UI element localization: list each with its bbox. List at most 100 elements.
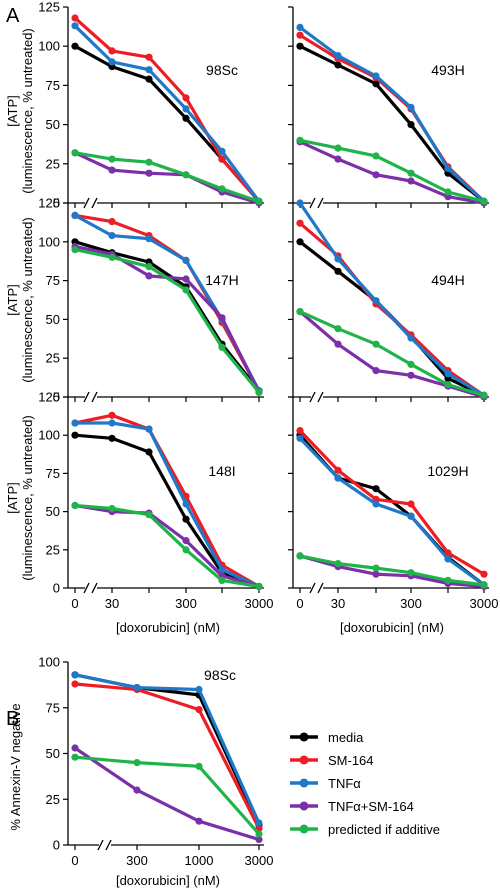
y-tick-label: 75 (46, 78, 60, 93)
data-point-media (145, 75, 153, 83)
x-tick-label: 30 (331, 596, 345, 611)
panel-1029h-a-5: 0 30 300 3000 1029H (288, 396, 498, 611)
data-point-predicted-if-additive (255, 830, 263, 838)
data-point-tnfa-sm-164 (145, 169, 153, 177)
series-line-predicted-if-additive (74, 248, 261, 394)
data-point-sm-164 (71, 680, 79, 688)
axis-break-mark (309, 197, 316, 209)
y-tick-label: 0 (53, 838, 60, 853)
series-tnfa (71, 211, 263, 395)
data-point-tnfa (372, 297, 380, 305)
data-point-predicted-if-additive (296, 552, 304, 560)
series-line-tnfa-sm-164 (74, 244, 261, 394)
data-point-predicted-if-additive (334, 560, 342, 568)
series-line-tnfa (74, 673, 261, 824)
y-tick-label: 25 (46, 351, 60, 366)
data-point-tnfa-sm-164 (145, 272, 153, 280)
legend-entry-sm164: SM-164 (290, 753, 374, 768)
data-point-predicted-if-additive (108, 504, 116, 513)
data-point-sm-164 (145, 53, 153, 61)
data-point-tnfa (145, 66, 153, 74)
x-tick-label: 300 (175, 596, 197, 611)
data-point-tnfa (108, 419, 116, 427)
data-point-tnfa (372, 500, 380, 508)
axis-break-mark (309, 582, 316, 594)
data-point-media (71, 42, 79, 50)
data-point-media (372, 80, 380, 88)
series-sm-164 (71, 14, 263, 205)
series-predicted-if-additive (71, 149, 263, 205)
axis-break-mark (83, 391, 90, 403)
series-line-sm-164 (298, 221, 485, 397)
data-point-sm-164 (108, 218, 116, 226)
data-point-media (108, 434, 116, 442)
data-point-predicted-if-additive (255, 582, 263, 591)
data-point-tnfa (334, 255, 342, 263)
axis-break-mark (317, 582, 324, 594)
data-point-media (296, 238, 304, 246)
data-point-predicted-if-additive (71, 501, 79, 510)
data-point-tnfa (444, 370, 452, 378)
data-point-tnfa-sm-164 (195, 817, 203, 825)
y-tick-label: 125 (38, 0, 60, 15)
data-point-media (296, 42, 304, 50)
legend-entry-tnfa: TNFα (290, 776, 361, 791)
panel-98sc-a-0: 0 25 50 75 100 125 98Sc (38, 0, 264, 211)
y-tick-label: 25 (46, 792, 60, 807)
axis-break-gap (99, 842, 111, 848)
panel-494h-a-3: 494H (288, 199, 489, 403)
data-point-tnfa (334, 52, 342, 60)
legend-marker-tnfa-sm164 (299, 801, 309, 811)
data-point-predicted-if-additive (71, 246, 79, 254)
y-tick-label: 100 (38, 655, 60, 670)
data-point-sm-164 (195, 706, 203, 714)
series-line-tnfa-sm-164 (74, 151, 260, 205)
x-label-left: [doxorubicin] (nM) (116, 620, 220, 635)
data-point-tnfa-sm-164 (407, 371, 415, 379)
series-sm-164 (296, 427, 488, 578)
data-point-tnfa (407, 334, 415, 342)
data-point-media (145, 448, 153, 456)
legend-marker-tnfa (299, 778, 309, 788)
data-point-predicted-if-additive (182, 546, 190, 554)
legend-label-tnfa-sm164: TNFα+SM-164 (328, 799, 414, 814)
data-point-tnfa (218, 566, 226, 574)
series-line-sm-164 (74, 213, 261, 392)
series-line-sm-164 (74, 682, 261, 830)
y-tick-label: 0 (53, 390, 60, 405)
series-tnfa (296, 199, 488, 399)
data-point-media (71, 431, 79, 439)
data-point-tnfa (71, 419, 79, 427)
data-point-predicted-if-additive (407, 360, 415, 368)
data-point-tnfa (71, 22, 79, 30)
series-line-predicted-if-additive (299, 138, 485, 203)
data-point-predicted-if-additive (255, 197, 263, 205)
data-point-sm-164 (334, 466, 342, 474)
axis-break-gap (311, 394, 323, 400)
axis-break-gap (85, 394, 97, 400)
y-label-atp-row2-line2: (luminescence, % untreated) (20, 217, 35, 382)
x-tick-label: 0 (71, 596, 78, 611)
data-point-predicted-if-additive (195, 762, 203, 770)
axis-break-mark (317, 391, 324, 403)
axis-break-mark (83, 197, 90, 209)
series-line-tnfa (298, 202, 485, 397)
y-tick-label: 125 (38, 196, 60, 211)
data-point-tnfa-sm-164 (407, 177, 415, 185)
legend-label-tnfa: TNFα (328, 776, 361, 791)
data-point-tnfa (71, 671, 79, 679)
data-point-sm-164 (296, 427, 304, 435)
series-predicted-if-additive (296, 308, 488, 399)
data-point-tnfa-sm-164 (372, 570, 380, 578)
data-point-media (372, 485, 380, 493)
y-tick-label: 50 (46, 117, 60, 132)
data-point-tnfa-sm-164 (255, 835, 263, 844)
data-point-sm-164 (218, 155, 226, 163)
series-predicted-if-additive (296, 552, 488, 589)
axis-break-mark (105, 839, 112, 851)
y-tick-label: 50 (46, 746, 60, 761)
y-label-atp-row2-line1: [ATP] (5, 284, 20, 316)
data-point-tnfa-sm-164 (334, 155, 342, 163)
data-point-tnfa (182, 500, 190, 508)
